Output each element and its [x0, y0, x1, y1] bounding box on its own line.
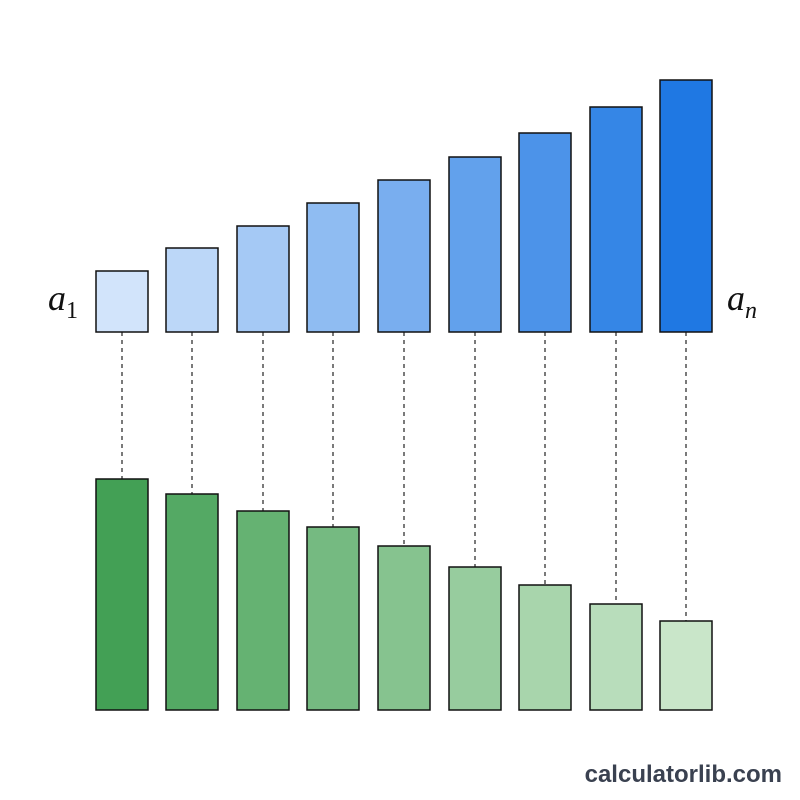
- last-base: a: [727, 278, 745, 318]
- watermark: calculatorlib.com: [585, 761, 782, 788]
- first-base: a: [48, 278, 66, 318]
- sequence-bar: [236, 225, 290, 333]
- reversed-bar: [659, 620, 713, 711]
- sequence-bar: [659, 79, 713, 333]
- sequence-bar: [518, 132, 572, 333]
- reversed-bar: [377, 545, 431, 711]
- sequence-bar: [95, 270, 149, 333]
- first-term-label: a1: [48, 278, 78, 324]
- sequence-bar: [306, 202, 360, 333]
- sequence-bar: [589, 106, 643, 333]
- sequence-bar: [448, 156, 502, 333]
- bars: [95, 79, 713, 711]
- last-sub: n: [745, 298, 757, 324]
- reversed-bar: [236, 510, 290, 711]
- first-sub: 1: [66, 298, 78, 324]
- reversed-bar: [448, 566, 502, 711]
- reversed-bar: [589, 603, 643, 711]
- reversed-bar: [165, 493, 219, 711]
- last-term-label: an: [727, 278, 757, 324]
- sequence-bar: [377, 179, 431, 333]
- reversed-bar: [306, 526, 360, 711]
- reversed-bar: [95, 478, 149, 711]
- reversed-bar: [518, 584, 572, 711]
- sequence-bar: [165, 247, 219, 333]
